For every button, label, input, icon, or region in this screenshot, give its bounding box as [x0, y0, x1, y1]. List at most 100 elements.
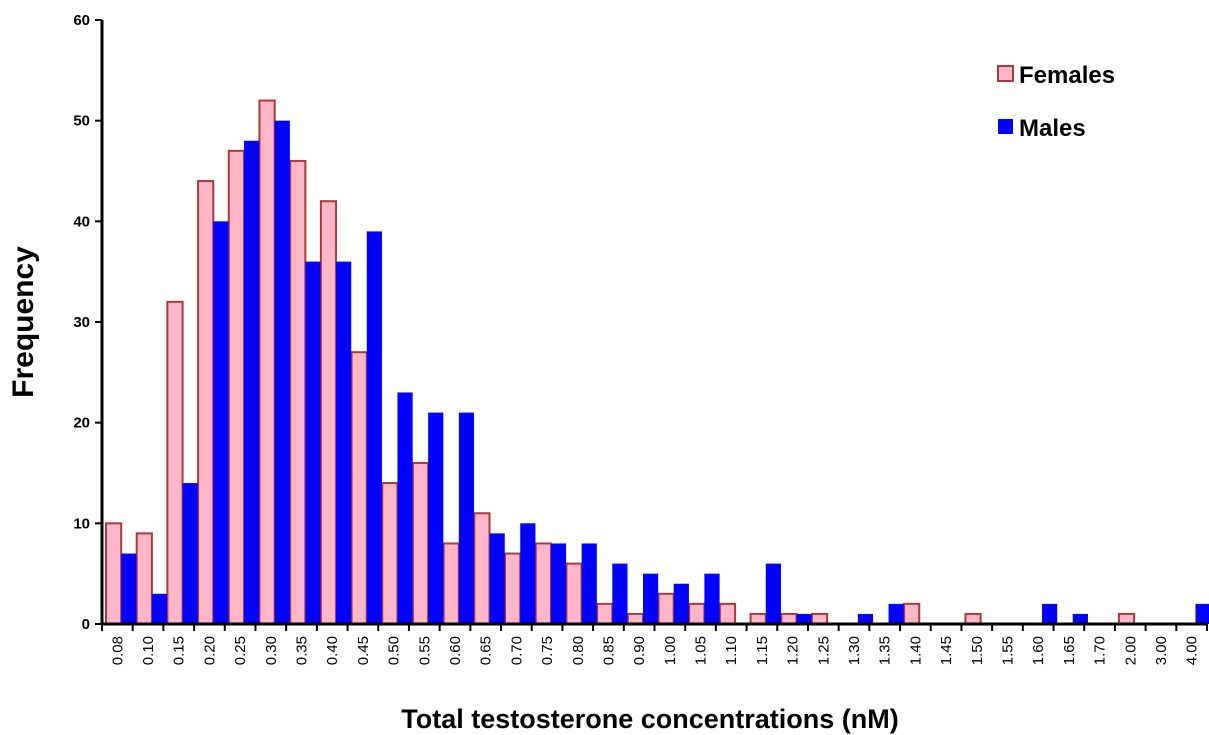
x-tick-label-0.55: 0.55: [416, 636, 433, 665]
x-tick-label-1.60: 1.60: [1030, 636, 1047, 665]
legend: Females Males: [997, 62, 1115, 142]
bar-females-0.60: [442, 542, 460, 625]
x-tick-label-2.00: 2.00: [1122, 636, 1139, 665]
x-tick-label-0.08: 0.08: [109, 636, 126, 665]
bar-males-0.75: [550, 543, 567, 624]
bar-males-0.60: [458, 412, 475, 624]
bar-males-1.60: [1042, 603, 1058, 624]
legend-label-females: Females: [1019, 62, 1115, 89]
bar-males-0.25: [243, 140, 260, 625]
x-tick-label-0.85: 0.85: [600, 636, 617, 665]
bar-females-0.08: [105, 522, 123, 626]
bar-males-0.08: [121, 553, 137, 624]
x-tick-label-1.70: 1.70: [1092, 636, 1109, 665]
y-tick-label-10: 10: [73, 515, 90, 532]
x-tick-label-0.65: 0.65: [478, 636, 495, 665]
bar-males-0.45: [366, 231, 382, 624]
x-tick-label-0.20: 0.20: [201, 636, 218, 665]
bar-males-0.50: [397, 392, 413, 624]
bar-females-0.80: [565, 562, 583, 625]
x-tick-label-1.20: 1.20: [785, 636, 802, 665]
y-tick-labels: 0 10 20 30 40 50 60: [73, 12, 90, 633]
x-tick-label-0.60: 0.60: [447, 636, 464, 665]
x-tick-label-0.35: 0.35: [294, 636, 311, 665]
bar-males-0.70: [520, 523, 536, 624]
y-tick-label-20: 20: [73, 415, 90, 432]
bar-females-0.40: [319, 200, 338, 625]
bar-females-0.35: [289, 159, 307, 625]
bar-females-0.65: [473, 512, 491, 626]
x-tick-label-0.30: 0.30: [263, 636, 280, 665]
bar-males-0.35: [305, 261, 321, 624]
x-tick-label-1.05: 1.05: [693, 636, 710, 665]
bar-females-0.85: [596, 602, 614, 625]
x-tick-label-1.65: 1.65: [1061, 636, 1078, 665]
x-tick-label-0.90: 0.90: [631, 636, 648, 665]
x-tick-label-1.25: 1.25: [815, 636, 832, 665]
bar-males-1.65: [1072, 613, 1088, 624]
x-tick-label-0.80: 0.80: [570, 636, 587, 665]
bar-males-0.20: [213, 221, 229, 624]
bar-females-0.55: [411, 461, 430, 625]
bar-females-0.25: [227, 149, 245, 625]
x-tick-label-1.10: 1.10: [723, 636, 740, 665]
x-tick-label-1.55: 1.55: [999, 636, 1016, 665]
x-tick-label-0.40: 0.40: [324, 636, 341, 665]
bar-males-1.15: [765, 563, 781, 624]
x-tick-labels: 0.08 0.10 0.15 0.20 0.25 0.30 0.35 0.40 0.45 0.50…: [109, 636, 1200, 665]
bar-females-1.40: [903, 602, 921, 625]
bar-females-1.00: [657, 592, 675, 625]
x-tick-label-0.50: 0.50: [386, 636, 403, 665]
x-tick-label-0.15: 0.15: [171, 636, 188, 665]
bar-females-1.10: [718, 602, 737, 625]
y-tick-label-40: 40: [73, 213, 90, 230]
legend-swatch-females: [997, 65, 1014, 82]
bar-males-4.00: [1195, 603, 1209, 624]
x-tick-label-0.45: 0.45: [355, 636, 372, 665]
bar-males-0.55: [428, 412, 444, 624]
bar-females-1.05: [688, 602, 706, 625]
bar-males-1.35: [888, 603, 904, 624]
y-tick-label-0: 0: [82, 616, 90, 633]
x-tick-label-0.10: 0.10: [140, 636, 157, 665]
bar-females-0.15: [166, 300, 184, 625]
y-tick-label-30: 30: [73, 314, 90, 331]
bar-females-0.30: [258, 99, 276, 625]
x-tick-label-4.00: 4.00: [1184, 636, 1201, 665]
x-tick-label-1.30: 1.30: [846, 636, 863, 665]
x-tick-label-1.50: 1.50: [969, 636, 986, 665]
bar-males-0.65: [489, 533, 505, 624]
x-tick-label-0.70: 0.70: [508, 636, 525, 665]
bars-layer: [105, 99, 1209, 626]
bar-females-0.70: [504, 552, 522, 626]
bar-males-1.05: [704, 573, 720, 624]
bar-females-1.20: [780, 612, 798, 625]
bar-males-1.20: [796, 613, 812, 624]
bar-males-0.15: [182, 483, 198, 624]
bar-males-1.30: [857, 613, 874, 624]
x-tick-label-0.75: 0.75: [539, 636, 556, 665]
legend-swatch-males: [998, 119, 1013, 134]
x-tick-label-1.15: 1.15: [754, 636, 771, 665]
x-tick-label-3.00: 3.00: [1153, 636, 1170, 665]
bar-females-0.20: [197, 180, 215, 625]
y-tick-label-60: 60: [73, 12, 90, 29]
bar-females-1.50: [964, 612, 982, 625]
x-tick-label-1.45: 1.45: [938, 636, 955, 665]
bar-males-0.30: [274, 120, 290, 625]
y-tick-label-50: 50: [73, 113, 90, 130]
bar-females-1.15: [749, 612, 767, 625]
x-tick-label-1.35: 1.35: [877, 636, 894, 665]
bar-females-1.25: [810, 612, 829, 625]
x-tick-label-0.25: 0.25: [232, 636, 249, 665]
bar-females-0.90: [626, 612, 645, 625]
x-tick-label-1.00: 1.00: [662, 636, 679, 665]
legend-label-males: Males: [1019, 115, 1086, 142]
bar-females-0.75: [534, 542, 552, 625]
y-axis-title: Frequency: [7, 246, 40, 398]
bar-males-0.80: [581, 543, 597, 624]
bar-females-0.45: [350, 351, 368, 625]
bar-females-0.10: [135, 532, 153, 626]
axes-layer: [95, 19, 1208, 631]
